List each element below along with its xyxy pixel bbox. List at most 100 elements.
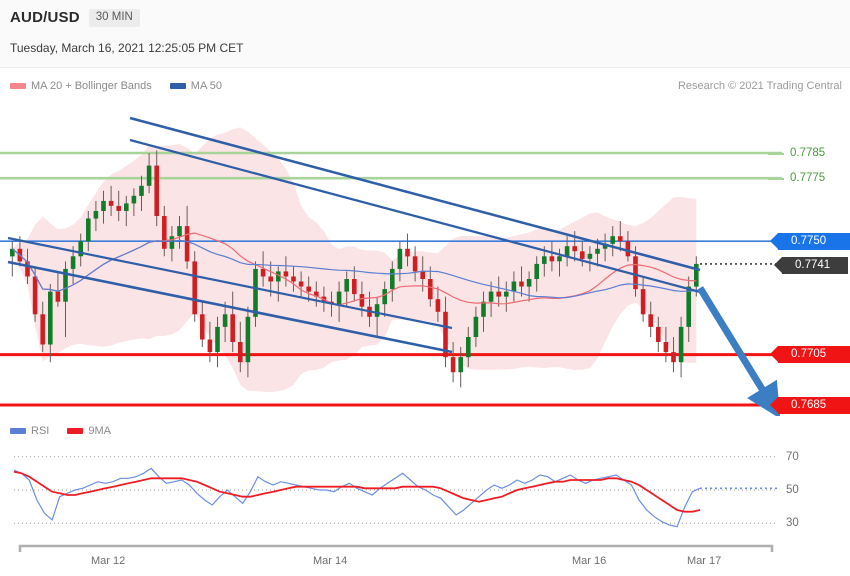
rsi-legend: RSI 9MA: [10, 425, 123, 437]
legend-item-rsi[interactable]: RSI: [10, 425, 49, 437]
candle-body: [268, 276, 273, 282]
candle-body: [435, 299, 441, 312]
candle-body: [177, 226, 182, 237]
candle-body: [534, 263, 539, 279]
bollinger-band-cloud: [12, 127, 697, 393]
legend-item-9ma[interactable]: 9MA: [67, 425, 111, 437]
candle-body: [564, 246, 570, 257]
legend-item-ma50[interactable]: MA 50: [169, 80, 222, 92]
candle-body: [397, 248, 403, 269]
candle-body: [200, 314, 205, 340]
price-chart-pane[interactable]: [0, 96, 850, 416]
candle-body: [146, 165, 152, 186]
legend-label: MA 20 + Bollinger Bands: [31, 80, 152, 92]
candle-body: [276, 271, 281, 282]
candle-body: [443, 311, 448, 358]
price-tag-0.7705: 0.7705: [770, 346, 850, 363]
candle-body: [610, 236, 615, 244]
candle-body: [466, 337, 471, 358]
candle-body: [169, 236, 175, 249]
candle-body: [504, 291, 509, 297]
price-chart-svg: [0, 116, 782, 416]
date-label-mar-14: Mar 14: [313, 555, 348, 567]
axis-bracket: [18, 544, 774, 552]
candle-body: [298, 281, 304, 287]
rsi-chart-pane[interactable]: [0, 440, 850, 540]
candle-body: [184, 226, 190, 262]
candle-body: [633, 256, 638, 290]
timeframe-badge[interactable]: 30 MIN: [88, 9, 140, 27]
trendline-lower-descending-parallel: [7, 236, 453, 330]
price-tag-value: 0.7685: [791, 399, 827, 411]
date-label-mar-17: Mar 17: [687, 555, 722, 567]
candle-body: [618, 236, 623, 242]
candle-body: [557, 256, 562, 262]
candle-body: [511, 281, 517, 292]
candle-body: [686, 286, 691, 327]
candle-body: [488, 291, 494, 302]
candle-body: [344, 279, 349, 292]
price-tag-value: 0.7785: [790, 147, 826, 159]
candle-body: [25, 261, 30, 277]
candle-body: [496, 291, 501, 297]
forecast-arrow-icon: [697, 286, 781, 416]
trendline-lower-descending: [7, 260, 453, 354]
candle-body: [10, 248, 15, 257]
candlestick-series: [10, 150, 699, 388]
date-label-mar-16: Mar 16: [572, 555, 607, 567]
candle-body: [306, 286, 311, 292]
candle-body: [192, 261, 197, 315]
candle-body: [663, 342, 669, 353]
rsi-gridlines: [14, 456, 778, 524]
candle-body: [154, 165, 159, 216]
price-tag-0.7785: 0.7785: [768, 147, 826, 160]
rsi-9ma-line: [13, 470, 701, 513]
trendline-upper-descending: [129, 116, 701, 272]
ma50-line: [11, 239, 697, 299]
price-tag-0.7750: 0.7750: [770, 233, 850, 250]
candle-body: [602, 243, 608, 249]
candle-body: [108, 200, 114, 206]
candle-body: [671, 352, 676, 363]
tag-notch-icon: [770, 397, 778, 413]
price-tag-value: 0.7775: [790, 172, 826, 184]
price-tag-value: 0.7750: [791, 235, 827, 247]
candle-body: [336, 291, 342, 305]
legend-label: MA 50: [190, 80, 222, 92]
candle-body: [678, 326, 684, 363]
candle-body: [48, 291, 53, 345]
price-legend: MA 20 + Bollinger Bands MA 50: [10, 80, 234, 92]
candle-body: [390, 268, 395, 290]
date-axis-svg: [18, 544, 774, 552]
candle-body: [542, 256, 547, 264]
level-dash-icon: [768, 153, 784, 155]
candle-body: [640, 289, 646, 315]
price-tag-0.7775: 0.7775: [768, 172, 826, 185]
candle-body: [162, 216, 167, 249]
candle-body: [70, 256, 76, 269]
candle-body: [78, 241, 83, 257]
legend-item-ma20-bollinger[interactable]: MA 20 + Bollinger Bands: [10, 80, 152, 92]
legend-swatch-icon: [169, 83, 186, 89]
candle-body: [215, 326, 220, 353]
symbol-row: AUD/USD 30 MIN: [10, 9, 140, 27]
candle-body: [694, 263, 699, 287]
candle-body: [283, 271, 289, 277]
candle-body: [450, 357, 456, 373]
legend-swatch-icon: [10, 83, 26, 89]
quote-timestamp: Tuesday, March 16, 2021 12:25:05 PM CET: [10, 41, 244, 55]
candle-body: [32, 276, 38, 315]
candle-body: [374, 304, 380, 317]
candle-body: [63, 268, 68, 302]
trendline-upper-descending-parallel: [129, 138, 701, 294]
candle-body: [572, 246, 577, 252]
price-tag-value: 0.7705: [791, 348, 827, 360]
price-tag-0.7741: 0.7741: [774, 257, 848, 274]
candle-body: [238, 342, 243, 363]
candle-body: [428, 279, 433, 300]
candle-body: [526, 279, 532, 287]
date-axis: Mar 12 Mar 14 Mar 16 Mar 17: [0, 543, 850, 576]
rsi-line: [13, 467, 701, 528]
candle-body: [131, 195, 137, 204]
